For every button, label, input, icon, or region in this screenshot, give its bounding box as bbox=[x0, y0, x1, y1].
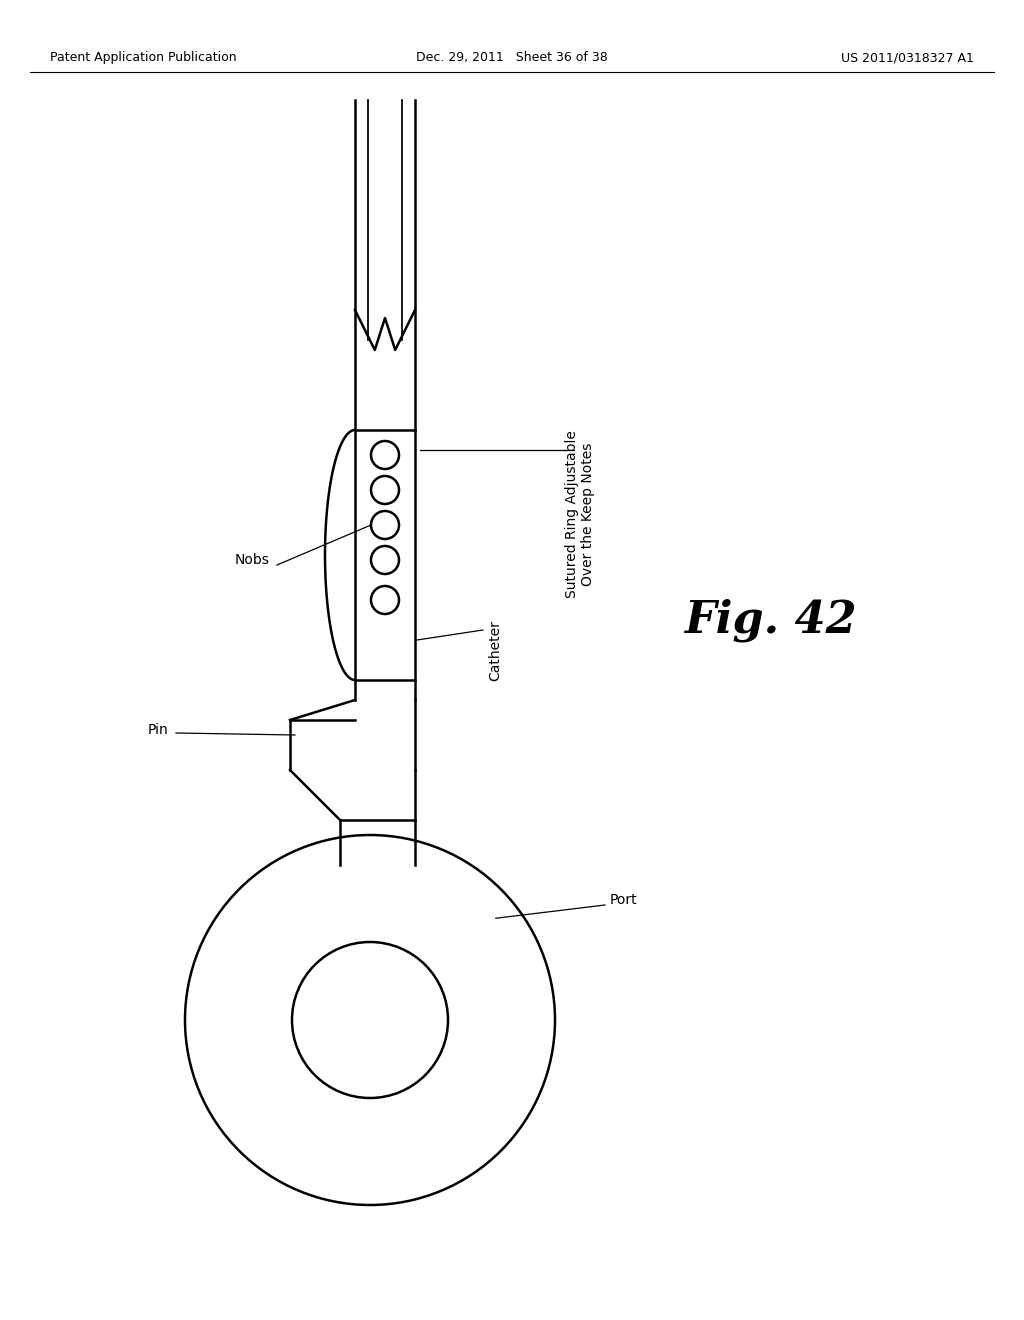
Text: Port: Port bbox=[610, 894, 638, 907]
Text: Sutured Ring Adjustable
Over the Keep Notes: Sutured Ring Adjustable Over the Keep No… bbox=[565, 430, 595, 598]
Text: Nobs: Nobs bbox=[234, 553, 270, 568]
Text: Catheter: Catheter bbox=[488, 620, 502, 681]
Text: Patent Application Publication: Patent Application Publication bbox=[50, 51, 237, 65]
Text: US 2011/0318327 A1: US 2011/0318327 A1 bbox=[841, 51, 974, 65]
Text: Dec. 29, 2011   Sheet 36 of 38: Dec. 29, 2011 Sheet 36 of 38 bbox=[416, 51, 608, 65]
Text: Pin: Pin bbox=[148, 723, 169, 737]
Text: Fig. 42: Fig. 42 bbox=[684, 598, 856, 642]
